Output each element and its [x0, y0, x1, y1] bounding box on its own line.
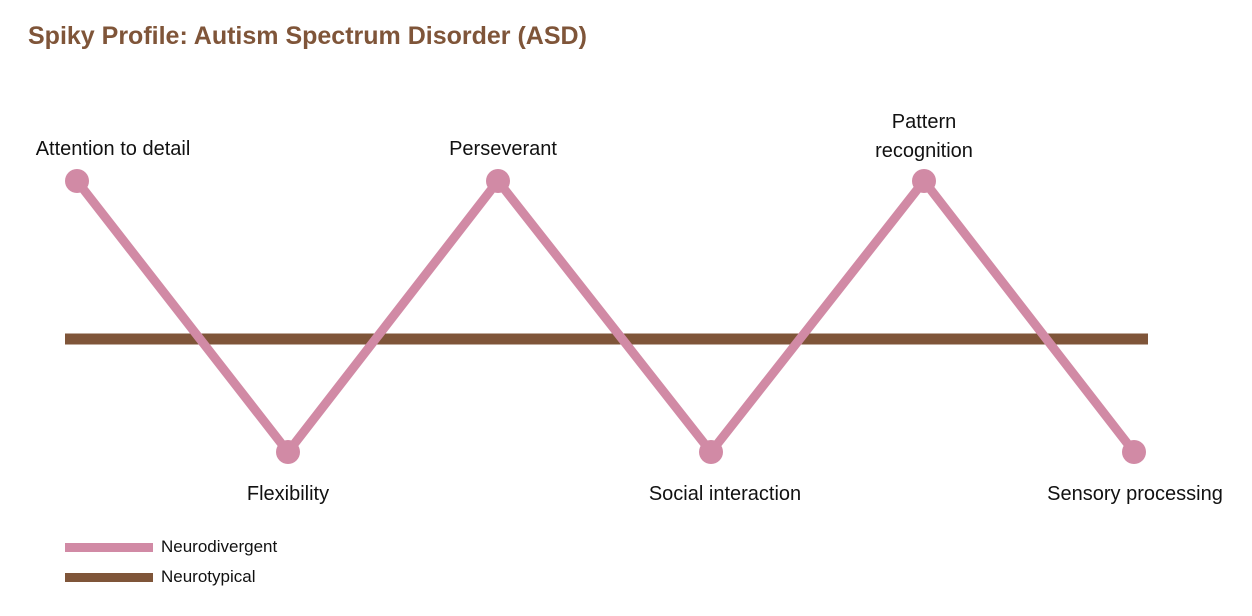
legend-item-neurotypical: Neurotypical [65, 567, 256, 587]
category-label: Attention to detail [36, 138, 191, 160]
category-label: Perseverant [449, 138, 557, 160]
series-line-neurodivergent [73, 173, 1138, 460]
data-point [486, 169, 510, 193]
category-label: Social interaction [649, 483, 801, 505]
category-label: Pattern recognition [875, 111, 973, 162]
legend-label: Neurodivergent [161, 537, 278, 556]
data-point [276, 440, 300, 464]
legend-label: Neurotypical [161, 567, 256, 586]
data-point [912, 169, 936, 193]
chart-title: Spiky Profile: Autism Spectrum Disorder … [28, 22, 587, 50]
legend-item-neurodivergent: Neurodivergent [65, 537, 277, 557]
data-point [65, 169, 89, 193]
category-label: Flexibility [247, 483, 329, 505]
category-label: Sensory processing [1047, 483, 1223, 505]
data-point [1122, 440, 1146, 464]
legend-swatch-neurodivergent [65, 542, 153, 552]
data-point [699, 440, 723, 464]
legend-swatch-neurotypical [65, 572, 153, 582]
